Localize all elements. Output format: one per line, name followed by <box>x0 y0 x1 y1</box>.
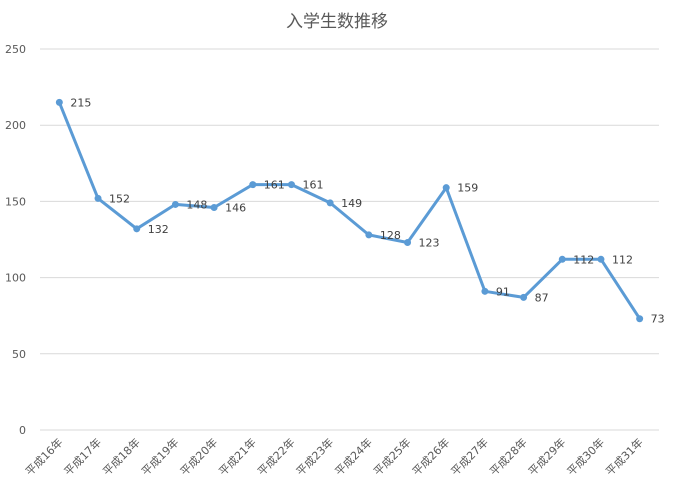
data-label: 161 <box>264 179 285 192</box>
data-point <box>133 225 141 233</box>
data-point <box>171 200 179 208</box>
chart-title: 入学生数推移 <box>286 12 388 32</box>
data-label: 152 <box>109 192 130 205</box>
x-tick-label: 平成16年 <box>22 435 65 478</box>
x-tick-label: 平成26年 <box>409 435 452 478</box>
data-point <box>249 181 257 189</box>
x-tick-label: 平成31年 <box>603 435 646 478</box>
data-label: 215 <box>70 96 91 109</box>
data-label: 149 <box>341 197 362 210</box>
x-tick-label: 平成25年 <box>371 435 414 478</box>
data-point <box>636 315 644 323</box>
data-label: 148 <box>186 198 207 211</box>
data-point <box>481 287 489 295</box>
x-tick-label: 平成21年 <box>216 435 259 478</box>
data-label: 87 <box>535 291 549 304</box>
data-point <box>597 255 605 263</box>
data-point <box>558 255 566 263</box>
data-point <box>55 98 63 106</box>
data-point <box>404 239 412 247</box>
data-label: 132 <box>148 223 169 236</box>
data-point <box>442 184 450 192</box>
x-tick-label: 平成30年 <box>564 435 607 478</box>
data-label: 73 <box>651 313 665 326</box>
gridlines <box>40 48 659 431</box>
x-tick-label: 平成27年 <box>448 435 491 478</box>
x-tick-label: 平成20年 <box>177 435 220 478</box>
data-label: 112 <box>612 253 633 266</box>
y-tick-label: 200 <box>5 119 26 132</box>
x-tick-label: 平成22年 <box>254 435 297 478</box>
data-label: 146 <box>225 201 246 214</box>
y-tick-label: 250 <box>5 43 26 56</box>
data-point <box>326 199 334 207</box>
data-label: 112 <box>573 253 594 266</box>
data-point <box>210 203 218 211</box>
data-point <box>287 181 295 189</box>
y-axis-ticks: 0 50 100 150 200 250 <box>5 43 26 437</box>
data-label: 159 <box>457 182 478 195</box>
y-tick-label: 150 <box>5 195 26 208</box>
x-tick-label: 平成29年 <box>525 435 568 478</box>
data-label: 161 <box>302 179 323 192</box>
x-tick-label: 平成18年 <box>100 435 143 478</box>
x-tick-label: 平成24年 <box>332 435 375 478</box>
y-tick-label: 100 <box>5 272 26 285</box>
series-line <box>57 100 642 321</box>
x-axis-ticks: 平成16年平成17年平成18年平成19年平成20年平成21年平成22年平成23年… <box>22 435 645 478</box>
data-labels: 215 152 132 148 146 161 161 149 128 123 159 91 87 112… <box>70 96 664 325</box>
y-tick-label: 0 <box>19 424 26 437</box>
data-point <box>365 231 373 239</box>
x-tick-label: 平成23年 <box>293 435 336 478</box>
data-label: 128 <box>380 229 401 242</box>
x-tick-label: 平成28年 <box>487 435 530 478</box>
data-label: 91 <box>496 285 510 298</box>
x-tick-label: 平成19年 <box>138 435 181 478</box>
data-label: 123 <box>419 237 440 250</box>
data-point <box>94 194 102 202</box>
data-point <box>520 293 528 301</box>
x-tick-label: 平成17年 <box>61 435 104 478</box>
series-layer <box>55 98 644 323</box>
y-tick-label: 50 <box>12 348 26 361</box>
